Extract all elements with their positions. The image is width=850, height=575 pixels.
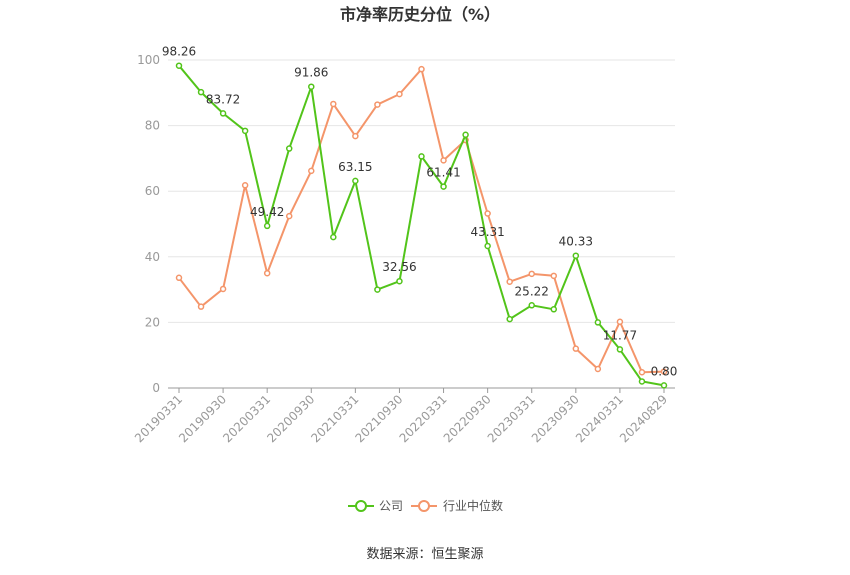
series-1-point-3 <box>241 182 249 189</box>
series-0-point-0 <box>175 62 183 69</box>
series-0-point-17 <box>550 306 558 313</box>
grid <box>168 59 675 323</box>
series-0-point-18 <box>572 252 580 259</box>
series-0-point-9 <box>374 286 381 293</box>
series-1-point-22 <box>660 368 668 375</box>
x-axis: 2019033120190930202003312020093020210331… <box>132 387 675 445</box>
series-1-point-0 <box>175 274 183 282</box>
data-label-0: 98.26 <box>162 45 196 59</box>
series-1-point-12 <box>440 157 447 164</box>
data-label-8: 63.15 <box>338 160 372 174</box>
series-1-point-5 <box>285 212 293 220</box>
y-tick-label-0: 0 <box>152 381 160 395</box>
data-label-16: 25.22 <box>515 284 549 298</box>
series-0-point-5 <box>285 145 293 152</box>
legend-item-industry[interactable]: 行业中位数 <box>411 498 503 513</box>
data-labels: 98.26 83.72 49.42 91.86 63.15 32.56 61.41 43.31… <box>162 45 678 379</box>
series-1-point-1 <box>197 303 205 310</box>
data-label-20: 11.77 <box>603 328 637 342</box>
series-1-point-15 <box>506 278 513 285</box>
series-0-point-8 <box>352 177 359 185</box>
series-0-point-4 <box>263 222 271 230</box>
series-0-point-15 <box>506 315 513 323</box>
series-0-point-2 <box>219 110 227 117</box>
data-label-12: 61.41 <box>426 166 460 180</box>
legend-item-company[interactable]: 公司 <box>348 499 403 513</box>
series-0-point-13 <box>462 131 469 139</box>
series-1-point-18 <box>572 345 580 352</box>
y-tick-label-5: 100 <box>137 53 160 67</box>
y-axis: 0 20 40 60 80 100 <box>137 53 160 395</box>
series-1-point-19 <box>594 365 602 373</box>
y-tick-label-4: 80 <box>145 119 160 133</box>
series-0-point-21 <box>638 378 646 385</box>
series-1-point-20 <box>616 318 624 325</box>
legend[interactable]: 公司 行业中位数 <box>348 498 503 513</box>
series-0-point-19 <box>594 319 602 326</box>
series-0-point-12 <box>440 183 447 190</box>
data-label-4: 49.42 <box>250 205 284 219</box>
series-1-point-2 <box>219 285 227 293</box>
series-1-point-16 <box>528 270 535 278</box>
legend-marker-industry <box>418 500 430 512</box>
data-source: 数据来源：恒生聚源 <box>366 547 483 562</box>
series-0-point-20 <box>616 346 624 353</box>
series-1-point-6 <box>308 167 315 175</box>
series-0-point-10 <box>396 277 403 285</box>
series-1-point-8 <box>352 132 359 140</box>
series-line-0 <box>178 65 665 387</box>
series-0-point-14 <box>484 242 491 250</box>
series-line-1 <box>178 68 665 374</box>
series-0-point-16 <box>528 302 535 309</box>
series-1-point-11 <box>418 65 425 73</box>
y-tick-label-3: 60 <box>145 184 160 198</box>
data-label-6: 91.86 <box>294 66 328 80</box>
data-label-14: 43.31 <box>470 225 504 239</box>
series-1-point-10 <box>396 90 403 98</box>
series-1-point-21 <box>638 369 646 376</box>
legend-label-industry: 行业中位数 <box>443 498 503 513</box>
chart-title: 市净率历史分位（%） <box>340 5 500 24</box>
y-tick-label-2: 40 <box>145 250 160 264</box>
series-0-point-7 <box>330 233 337 241</box>
series-0-point-22 <box>660 382 668 389</box>
series-lines <box>175 62 668 389</box>
data-label-18: 40.33 <box>559 235 593 249</box>
x-tick-label-11: 20240829 <box>617 392 670 445</box>
series-0-point-6 <box>308 83 315 90</box>
series-1-point-9 <box>374 101 381 108</box>
y-tick-label-1: 20 <box>145 315 160 329</box>
series-0-point-1 <box>197 88 205 96</box>
series-0 <box>175 62 668 389</box>
series-1-point-7 <box>330 100 337 108</box>
series-1 <box>175 65 668 376</box>
data-label-22: 0.80 <box>651 364 678 378</box>
data-label-10: 32.56 <box>382 260 416 274</box>
data-label-2: 83.72 <box>206 92 240 106</box>
series-1-point-4 <box>263 269 271 277</box>
series-1-point-17 <box>550 272 558 280</box>
series-1-point-14 <box>484 210 491 217</box>
legend-label-company: 公司 <box>379 499 403 513</box>
series-0-point-3 <box>241 127 249 135</box>
series-0-point-11 <box>418 153 425 160</box>
legend-marker-company <box>355 500 367 512</box>
